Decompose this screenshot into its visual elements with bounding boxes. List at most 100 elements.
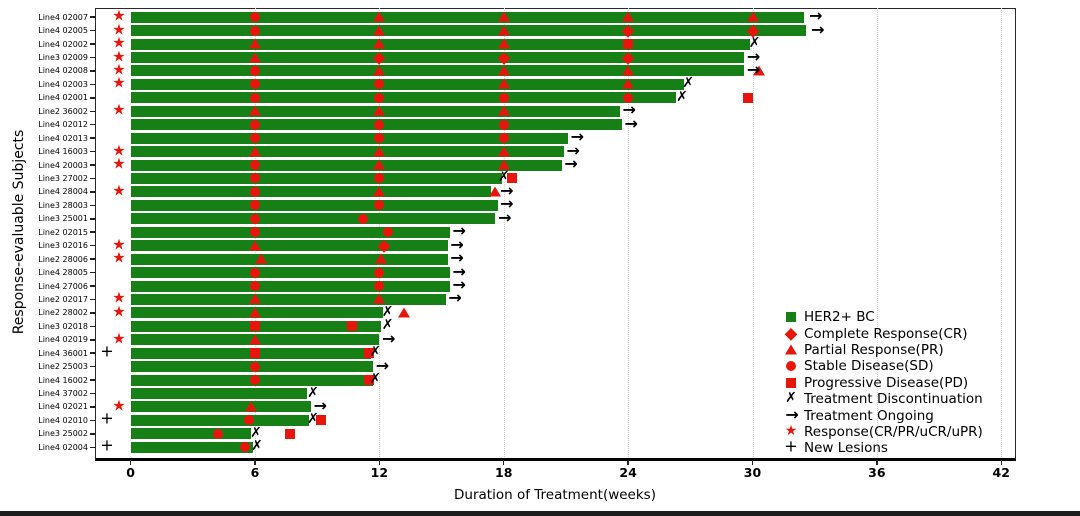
x-axis-title: Duration of Treatment(weeks) [454,487,656,503]
sd-circle-marker-legend-icon [781,359,801,374]
legend-label: Treatment Discontinuation [804,391,983,408]
pr-triangle-marker [248,334,261,345]
subject-row-label: Line4 36001 [38,348,88,358]
new-lesions-plus-icon: + [100,435,114,455]
pr-triangle-marker [622,78,635,89]
discontinuation-x-marker: ✗ [307,384,319,401]
legend-item: Progressive Disease(PD) [781,375,983,391]
response-star-icon: ★ [112,302,126,321]
pd-square-marker [743,92,754,103]
y-tick [90,56,95,59]
y-tick [90,218,95,220]
ongoing-arrow-marker: → [809,6,823,26]
subject-row-label: Line3 27002 [38,173,88,183]
pr-triangle-marker [497,38,510,49]
pd-square-marker [316,415,327,426]
sd-circle-marker [249,267,260,278]
pr-triangle-marker [248,52,261,63]
sd-circle-marker [374,79,385,90]
legend-item: ✗ Treatment Discontinuation [781,391,983,407]
x-tick-week-12 [378,460,381,465]
discontinuation-x-marker: ✗ [369,344,382,361]
y-tick [90,406,95,408]
bottom-border-strip [0,511,1080,516]
pd-square-marker [507,173,518,184]
sd-circle-marker [243,415,254,426]
pr-triangle-marker [373,105,386,116]
treatment-bar [130,414,309,426]
x-tick-week-30 [751,460,754,465]
ongoing-arrow-marker: → [452,261,466,281]
sd-circle-marker [249,227,260,238]
treatment-bar [130,441,253,453]
y-tick [90,392,95,395]
y-axis-title: Response-evaluable Subjects [11,129,27,335]
pr-triangle-marker [497,11,510,22]
y-tick [90,70,95,72]
subject-row-label: Line2 28006 [38,254,88,264]
x-tick-week-24 [627,460,629,465]
y-tick [90,231,95,233]
subject-row-label: Line4 37002 [38,389,88,399]
response-star-icon: ★ [112,181,126,200]
pd-square-marker [285,428,296,439]
sd-circle-marker [498,133,509,144]
x-tick-label: 0 [126,465,135,480]
treatment-bar [130,226,450,238]
sd-circle-marker [249,160,260,171]
subject-row-label: Line4 02003 [38,79,88,89]
pr-triangle-marker [373,38,386,49]
pr-triangle-marker [746,11,759,22]
plot-border [95,8,1016,461]
ongoing-arrow-marker: → [450,234,464,254]
legend-label: Stable Disease(SD) [804,358,934,375]
gridline-week-42 [1001,8,1003,457]
y-tick [90,83,95,86]
discontinuation-x-marker: ✗ [307,411,319,428]
ongoing-arrow-marker: → [811,19,825,39]
subject-row-label: Line4 02008 [38,66,88,76]
y-tick [90,446,95,449]
treatment-bar [130,172,502,184]
treatment-bar [130,146,564,158]
subject-row-label: Line4 28004 [38,187,88,197]
sd-circle-marker [374,119,385,130]
discontinuation-x-marker: ✗ [676,88,688,105]
pr-triangle-marker [373,293,386,304]
response-star-icon: ★ [112,141,126,160]
x-tick-label: 24 [619,465,637,480]
sd-circle-marker [249,186,260,197]
subject-row-label: Line4 27006 [38,281,88,291]
y-tick [90,312,95,314]
pr-triangle-marker [497,78,510,89]
y-tick [90,150,95,153]
legend-label: Complete Response(CR) [804,325,968,342]
pr-triangle-marker [375,253,388,264]
y-tick [90,325,95,328]
sd-circle-marker [249,200,260,211]
subject-row-label: Line4 02005 [38,26,88,36]
legend-item: → Treatment Ongoing [781,404,983,424]
ongoing-arrow-marker: → [746,59,761,79]
pd-square-marker [249,321,260,332]
ongoing-arrow-marker-legend-icon: → [785,404,799,424]
ongoing-arrow-marker: → [382,328,396,348]
treatment-bar [130,25,807,37]
legend-label: Progressive Disease(PD) [804,374,969,391]
ongoing-arrow-marker: → [566,140,580,160]
pd-square-marker [623,39,634,50]
y-tick [90,110,95,113]
sd-circle-marker [249,12,260,23]
response-star-icon: ★ [112,60,126,79]
treatment-bar [130,199,498,211]
y-tick [90,204,95,207]
y-tick [90,433,95,435]
legend-item: Partial Response(PR) [781,342,983,358]
subject-row-label: Line3 28003 [38,200,88,210]
subject-row-label: Line4 02001 [38,93,88,103]
sd-circle-marker [374,92,385,103]
subject-row-label: Line4 16003 [38,147,88,157]
subject-row-label: Line2 02015 [38,227,88,237]
y-tick [90,352,95,354]
